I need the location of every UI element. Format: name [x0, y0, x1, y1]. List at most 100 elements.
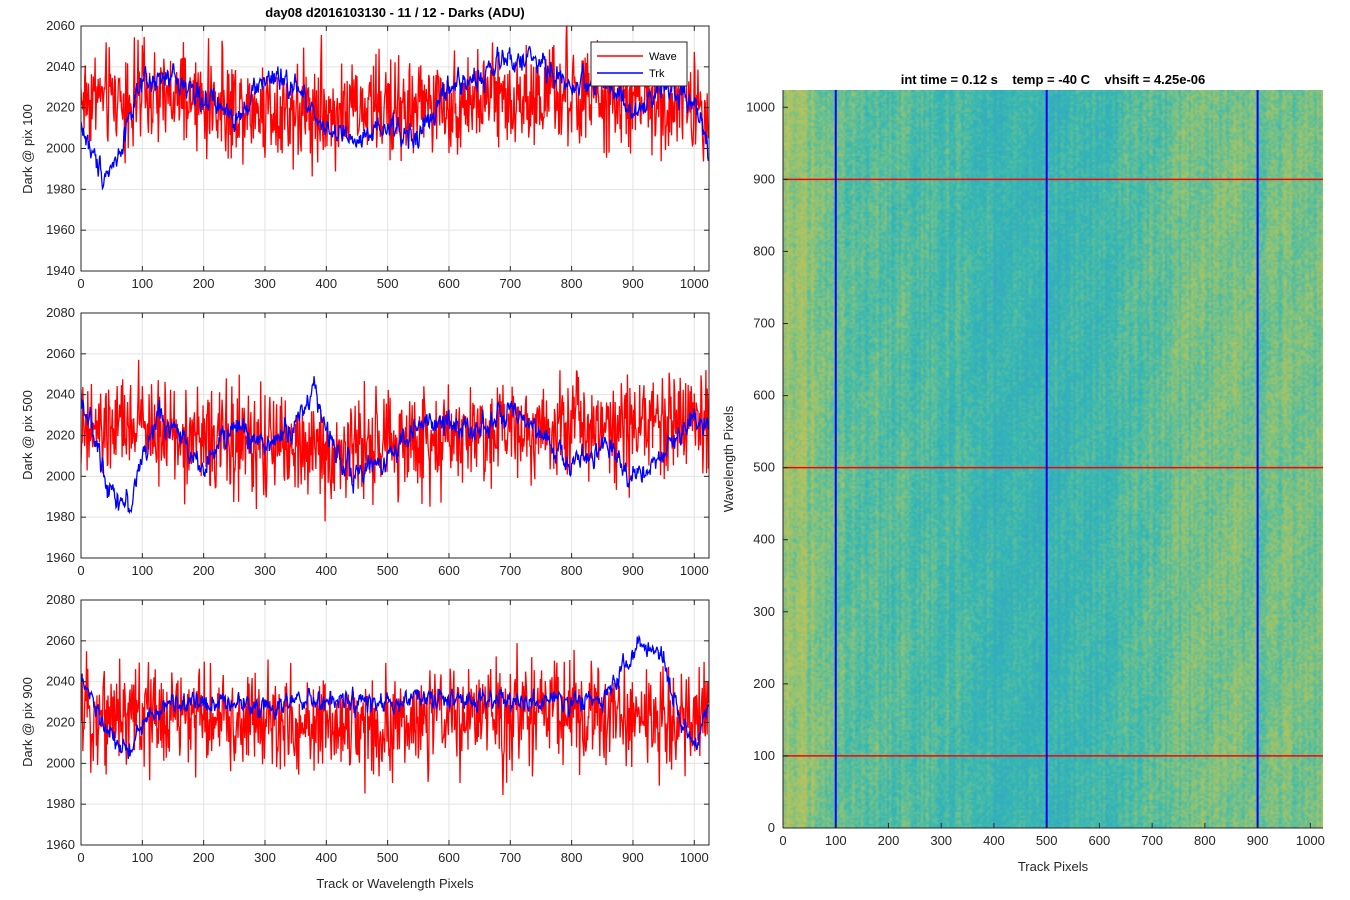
y-tick-label: 700	[753, 316, 775, 331]
dark-frame-image-plot: int time = 0.12 s temp = -40 C vhsift = …	[721, 72, 1325, 874]
y-tick-label: 2040	[46, 387, 75, 402]
y-tick-label: 2000	[46, 141, 75, 156]
y-tick-label: 0	[768, 820, 775, 835]
x-tick-label: 900	[622, 276, 644, 291]
x-tick-label: 0	[779, 833, 786, 848]
y-tick-label: 600	[753, 388, 775, 403]
series-wave-line	[81, 26, 709, 177]
x-tick-label: 100	[825, 833, 847, 848]
y-tick-label: 2000	[46, 755, 75, 770]
y-tick-label: 1980	[46, 509, 75, 524]
x-tick-label: 0	[77, 276, 84, 291]
y-tick-label: 900	[753, 171, 775, 186]
y-tick-label: 1980	[46, 181, 75, 196]
y-tick-label: 1960	[46, 550, 75, 565]
x-tick-label: 600	[438, 850, 460, 865]
y-tick-label: 500	[753, 460, 775, 475]
x-tick-label: 500	[377, 850, 399, 865]
x-tick-label: 300	[930, 833, 952, 848]
image-title: int time = 0.12 s temp = -40 C vhsift = …	[901, 72, 1206, 87]
y-tick-label: 1960	[46, 222, 75, 237]
x-tick-label: 600	[1089, 833, 1111, 848]
y-tick-label: 800	[753, 243, 775, 258]
x-tick-label: 200	[193, 276, 215, 291]
y-tick-label: 2020	[46, 715, 75, 730]
x-tick-label: 800	[1194, 833, 1216, 848]
y-tick-label: 200	[753, 676, 775, 691]
x-tick-label: 1000	[1296, 833, 1325, 848]
y-tick-label: 2040	[46, 59, 75, 74]
y-tick-label: 2020	[46, 428, 75, 443]
x-tick-label: 900	[622, 563, 644, 578]
y-axis-label: Wavelength Pixels	[721, 405, 736, 512]
y-tick-label: 2060	[46, 18, 75, 33]
series-layer	[81, 634, 709, 796]
y-tick-label: 2040	[46, 674, 75, 689]
series-layer	[81, 359, 709, 522]
x-tick-label: 300	[254, 850, 276, 865]
y-axis-label: Dark @ pix 900	[20, 677, 35, 767]
series-wave-line	[81, 643, 709, 796]
dark-frame-heatmap	[783, 90, 1323, 828]
x-tick-label: 400	[315, 276, 337, 291]
y-tick-label: 1940	[46, 263, 75, 278]
legend-label-trk: Trk	[649, 68, 665, 80]
x-tick-label: 100	[131, 850, 153, 865]
x-axis-label: Track or Wavelength Pixels	[316, 876, 474, 891]
series-trk-line	[81, 634, 709, 759]
x-axis-label: Track Pixels	[1018, 859, 1089, 874]
x-tick-label: 300	[254, 276, 276, 291]
y-tick-label: 400	[753, 532, 775, 547]
y-tick-label: 2000	[46, 468, 75, 483]
x-tick-label: 900	[622, 850, 644, 865]
x-tick-label: 100	[131, 563, 153, 578]
x-tick-label: 500	[377, 563, 399, 578]
x-tick-label: 600	[438, 276, 460, 291]
legend-box	[590, 41, 688, 87]
x-tick-label: 500	[1036, 833, 1058, 848]
y-axis-label: Dark @ pix 100	[20, 104, 35, 194]
x-tick-label: 0	[77, 563, 84, 578]
y-axis-label: Dark @ pix 500	[20, 390, 35, 480]
x-tick-label: 0	[77, 850, 84, 865]
y-tick-label: 1980	[46, 796, 75, 811]
x-tick-label: 900	[1247, 833, 1269, 848]
x-tick-label: 800	[561, 850, 583, 865]
x-tick-label: 400	[315, 563, 337, 578]
series-trk-line	[81, 376, 709, 515]
x-tick-label: 400	[315, 850, 337, 865]
x-tick-label: 200	[193, 563, 215, 578]
x-tick-label: 700	[1141, 833, 1163, 848]
x-tick-label: 700	[499, 276, 521, 291]
y-tick-label: 2060	[46, 346, 75, 361]
x-tick-label: 100	[131, 276, 153, 291]
x-tick-label: 400	[983, 833, 1005, 848]
plot-dark-pix-900: Dark @ pix 900 Track or Wavelength Pixel…	[20, 592, 710, 891]
x-tick-label: 700	[499, 563, 521, 578]
y-tick-label: 1000	[746, 99, 775, 114]
x-tick-label: 800	[561, 563, 583, 578]
legend-label-wave: Wave	[649, 51, 677, 63]
x-tick-label: 800	[561, 276, 583, 291]
plot-dark-pix-100: day08 d2016103130 - 11 / 12 - Darks (ADU…	[20, 5, 710, 291]
x-tick-label: 600	[438, 563, 460, 578]
y-tick-label: 300	[753, 604, 775, 619]
x-tick-label: 500	[377, 276, 399, 291]
x-tick-label: 1000	[680, 850, 709, 865]
x-tick-label: 1000	[680, 276, 709, 291]
y-tick-label: 100	[753, 748, 775, 763]
x-tick-label: 200	[878, 833, 900, 848]
y-tick-label: 2060	[46, 633, 75, 648]
x-tick-label: 200	[193, 850, 215, 865]
series-wave-line	[81, 359, 709, 522]
y-tick-label: 2080	[46, 305, 75, 320]
x-tick-label: 700	[499, 850, 521, 865]
x-tick-label: 300	[254, 563, 276, 578]
y-tick-label: 2020	[46, 100, 75, 115]
plot-title: day08 d2016103130 - 11 / 12 - Darks (ADU…	[265, 5, 524, 20]
plot-dark-pix-500: Dark @ pix 500 0 100 200 300 400 500 600 700 800…	[20, 305, 710, 578]
y-tick-label: 2080	[46, 592, 75, 607]
x-tick-label: 1000	[680, 563, 709, 578]
y-tick-label: 1960	[46, 837, 75, 852]
